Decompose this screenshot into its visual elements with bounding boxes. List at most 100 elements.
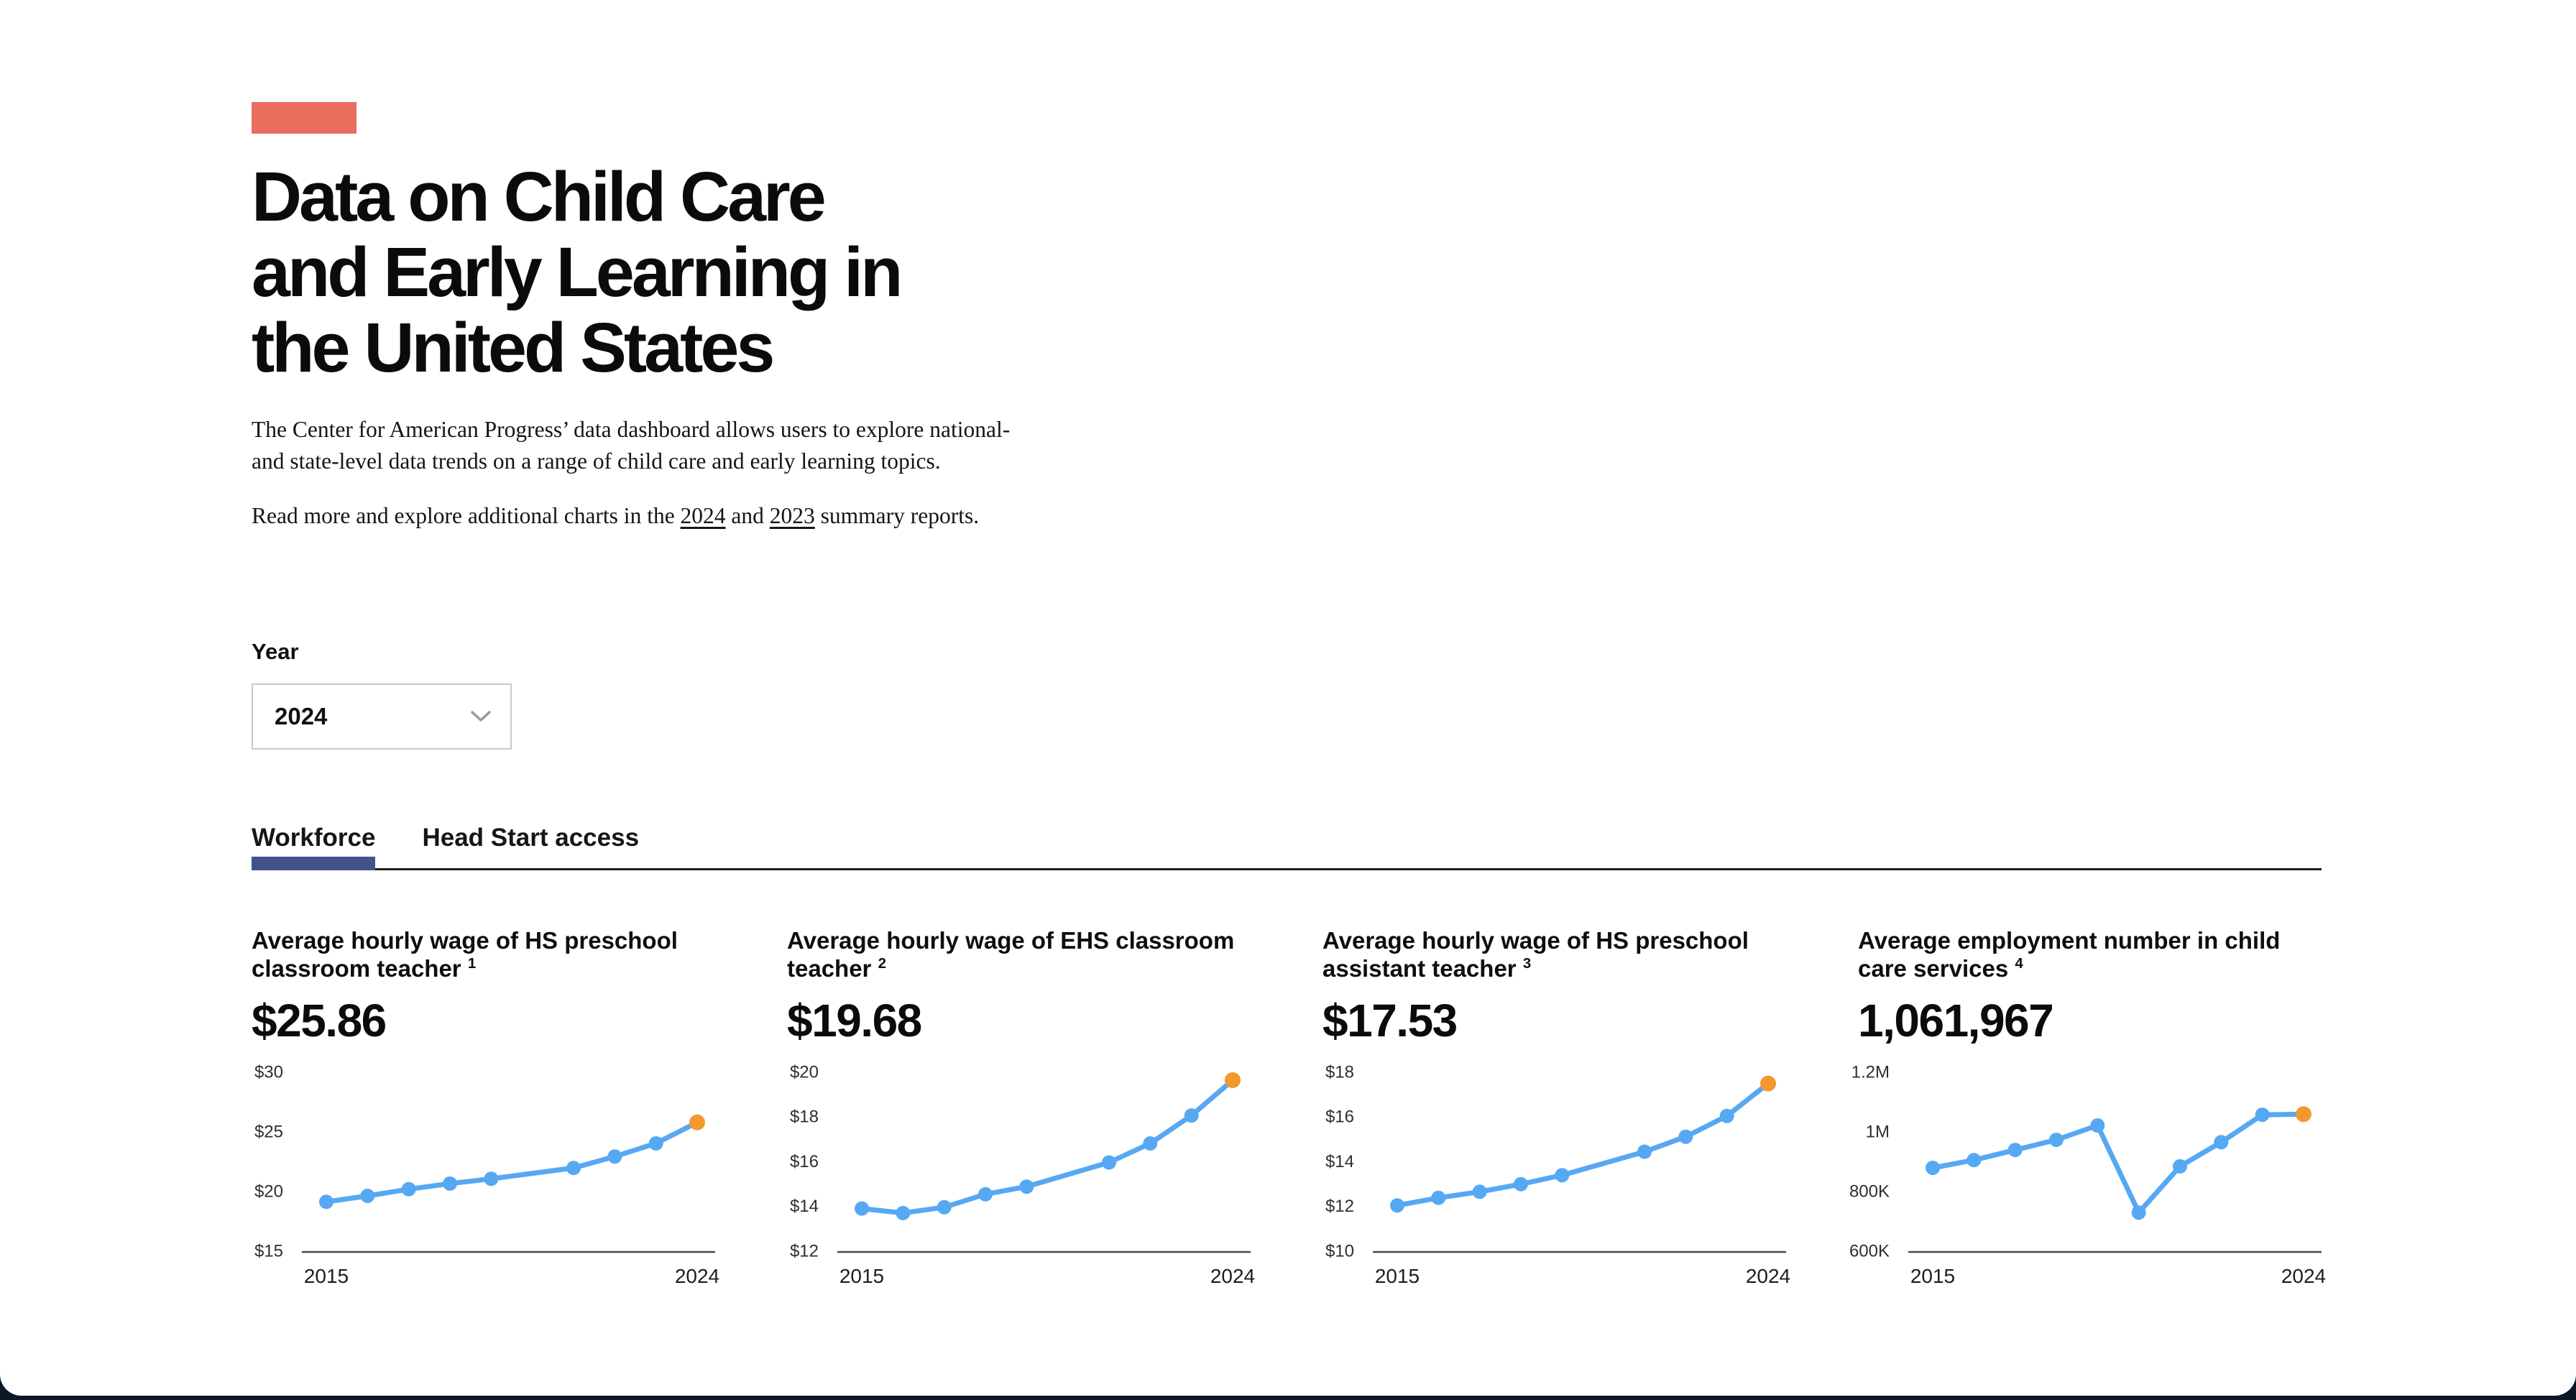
y-axis-tick-label: $15: [254, 1241, 283, 1261]
data-point[interactable]: [648, 1136, 663, 1151]
x-axis-tick-label: 2015: [840, 1265, 884, 1287]
y-axis-tick-label: $30: [254, 1062, 283, 1082]
y-axis-tick-label: $16: [790, 1151, 819, 1171]
stat-value: $25.86: [252, 994, 387, 1046]
line-chart: 1.2M 1M 800K 600K 2015 2024: [1849, 1062, 2326, 1287]
data-point-current[interactable]: [689, 1114, 705, 1130]
line-chart: $18 $16 $14 $12 $10 2015 2024: [1325, 1062, 1790, 1287]
read-more-mid: and: [725, 503, 770, 529]
summary-report-2023-link[interactable]: 2023: [769, 503, 815, 529]
x-axis-tick-label: 2015: [1375, 1265, 1420, 1287]
x-axis-tick-label: 2015: [1910, 1265, 1955, 1287]
data-point[interactable]: [855, 1201, 869, 1216]
line-series: [323, 1119, 700, 1205]
footnote-marker: 2: [878, 955, 886, 972]
data-point[interactable]: [2049, 1132, 2064, 1147]
data-point[interactable]: [443, 1176, 457, 1191]
footnote-marker: 1: [467, 955, 477, 972]
tab-workforce[interactable]: Workforce: [252, 824, 376, 870]
data-point[interactable]: [1719, 1108, 1734, 1123]
chart-title: Average hourly wage of EHS classroom tea…: [787, 926, 1235, 982]
stat-value: 1,061,967: [1858, 994, 2054, 1046]
y-axis-tick-label: 600K: [1849, 1241, 1890, 1261]
data-point[interactable]: [937, 1199, 952, 1215]
page-title-line-1: Data on Child Care: [252, 157, 827, 236]
intro-paragraph: The Center for American Progress’ data d…: [252, 417, 1011, 474]
data-point[interactable]: [1678, 1129, 1693, 1144]
chart-card-3: Average hourly wage of HS preschool assi…: [1322, 926, 1790, 1291]
line-series: [1394, 1080, 1771, 1208]
y-axis-tick-label: $10: [1325, 1241, 1354, 1261]
data-point[interactable]: [1143, 1136, 1158, 1151]
data-point[interactable]: [1514, 1176, 1528, 1192]
chevron-down-icon: [471, 710, 491, 722]
data-point[interactable]: [1637, 1144, 1652, 1159]
data-point[interactable]: [2090, 1118, 2105, 1133]
footnote-marker: 4: [2015, 955, 2023, 972]
chart-card-1: Average hourly wage of HS preschool clas…: [252, 926, 719, 1291]
data-point[interactable]: [896, 1205, 911, 1220]
chart-title: Average hourly wage of HS preschool clas…: [252, 926, 678, 982]
data-point[interactable]: [2131, 1205, 2146, 1220]
data-point[interactable]: [2255, 1107, 2270, 1122]
y-axis-tick-label: $18: [790, 1107, 819, 1126]
year-select-value: 2024: [275, 702, 328, 729]
y-axis-tick-label: $20: [790, 1062, 819, 1082]
line-chart: $30 $25 $20 $15 2015 2024: [254, 1062, 719, 1287]
page-title-line-2: and Early Learning in: [252, 232, 903, 311]
x-axis-tick-label: 2015: [304, 1265, 349, 1287]
data-point-current[interactable]: [1225, 1072, 1241, 1088]
year-select-dropdown[interactable]: 2024: [252, 683, 512, 750]
data-point[interactable]: [2007, 1142, 2023, 1157]
data-point[interactable]: [1184, 1107, 1199, 1123]
data-point[interactable]: [319, 1194, 334, 1209]
data-point[interactable]: [607, 1148, 622, 1164]
read-more-suffix: summary reports.: [814, 503, 980, 529]
data-point[interactable]: [360, 1188, 375, 1203]
data-point[interactable]: [2214, 1134, 2229, 1149]
x-axis-tick-label: 2024: [1746, 1265, 1790, 1287]
data-point-current[interactable]: [2296, 1105, 2312, 1122]
data-point[interactable]: [1555, 1167, 1570, 1182]
data-point-current[interactable]: [1760, 1075, 1776, 1092]
summary-report-2024-link[interactable]: 2024: [680, 503, 726, 529]
data-point[interactable]: [566, 1160, 581, 1175]
chart-card-2: Average hourly wage of EHS classroom tea…: [787, 926, 1255, 1291]
y-axis-tick-label: $20: [254, 1182, 283, 1201]
line-chart: $20 $18 $16 $14 $12 2015 2024: [790, 1062, 1255, 1287]
page-title-line-3: the United States: [252, 308, 775, 387]
data-point[interactable]: [978, 1187, 993, 1202]
y-axis-tick-label: $12: [790, 1241, 819, 1261]
data-point[interactable]: [1431, 1190, 1446, 1205]
y-axis-tick-label: 1.2M: [1852, 1062, 1890, 1082]
page-title: Data on Child Care and Early Learning in…: [252, 157, 1114, 387]
data-point[interactable]: [1019, 1179, 1034, 1194]
data-point[interactable]: [401, 1182, 416, 1197]
data-point[interactable]: [1102, 1155, 1116, 1170]
read-more-paragraph: Read more and explore additional charts …: [252, 500, 1114, 532]
data-point[interactable]: [1472, 1184, 1487, 1199]
chart-title: Average hourly wage of HS preschool assi…: [1322, 926, 1749, 982]
x-axis-tick-label: 2024: [675, 1265, 719, 1287]
x-axis-tick-label: 2024: [2281, 1265, 2326, 1287]
y-axis-tick-label: $16: [1325, 1107, 1354, 1126]
data-point[interactable]: [484, 1171, 499, 1186]
x-axis-tick-label: 2024: [1210, 1265, 1255, 1287]
tab-head-start-access[interactable]: Head Start access: [422, 823, 640, 852]
data-point[interactable]: [1926, 1160, 1940, 1175]
chart-title: Average employment number in child care …: [1858, 926, 2281, 982]
stat-value: $17.53: [1322, 994, 1458, 1046]
data-point[interactable]: [2173, 1159, 2187, 1174]
y-axis-tick-label: $14: [1325, 1151, 1354, 1171]
line-series: [859, 1077, 1236, 1215]
read-more-prefix: Read more and explore additional charts …: [252, 503, 681, 529]
y-axis-tick-label: $14: [790, 1197, 819, 1216]
data-point[interactable]: [1966, 1152, 1982, 1167]
year-filter-label: Year: [252, 638, 299, 664]
y-axis-tick-label: 800K: [1849, 1182, 1890, 1201]
data-point[interactable]: [1390, 1197, 1404, 1212]
y-axis-tick-label: $12: [1325, 1197, 1354, 1216]
stat-value: $19.68: [787, 994, 922, 1046]
tab-bar: Workforce Head Start access: [252, 824, 2322, 870]
